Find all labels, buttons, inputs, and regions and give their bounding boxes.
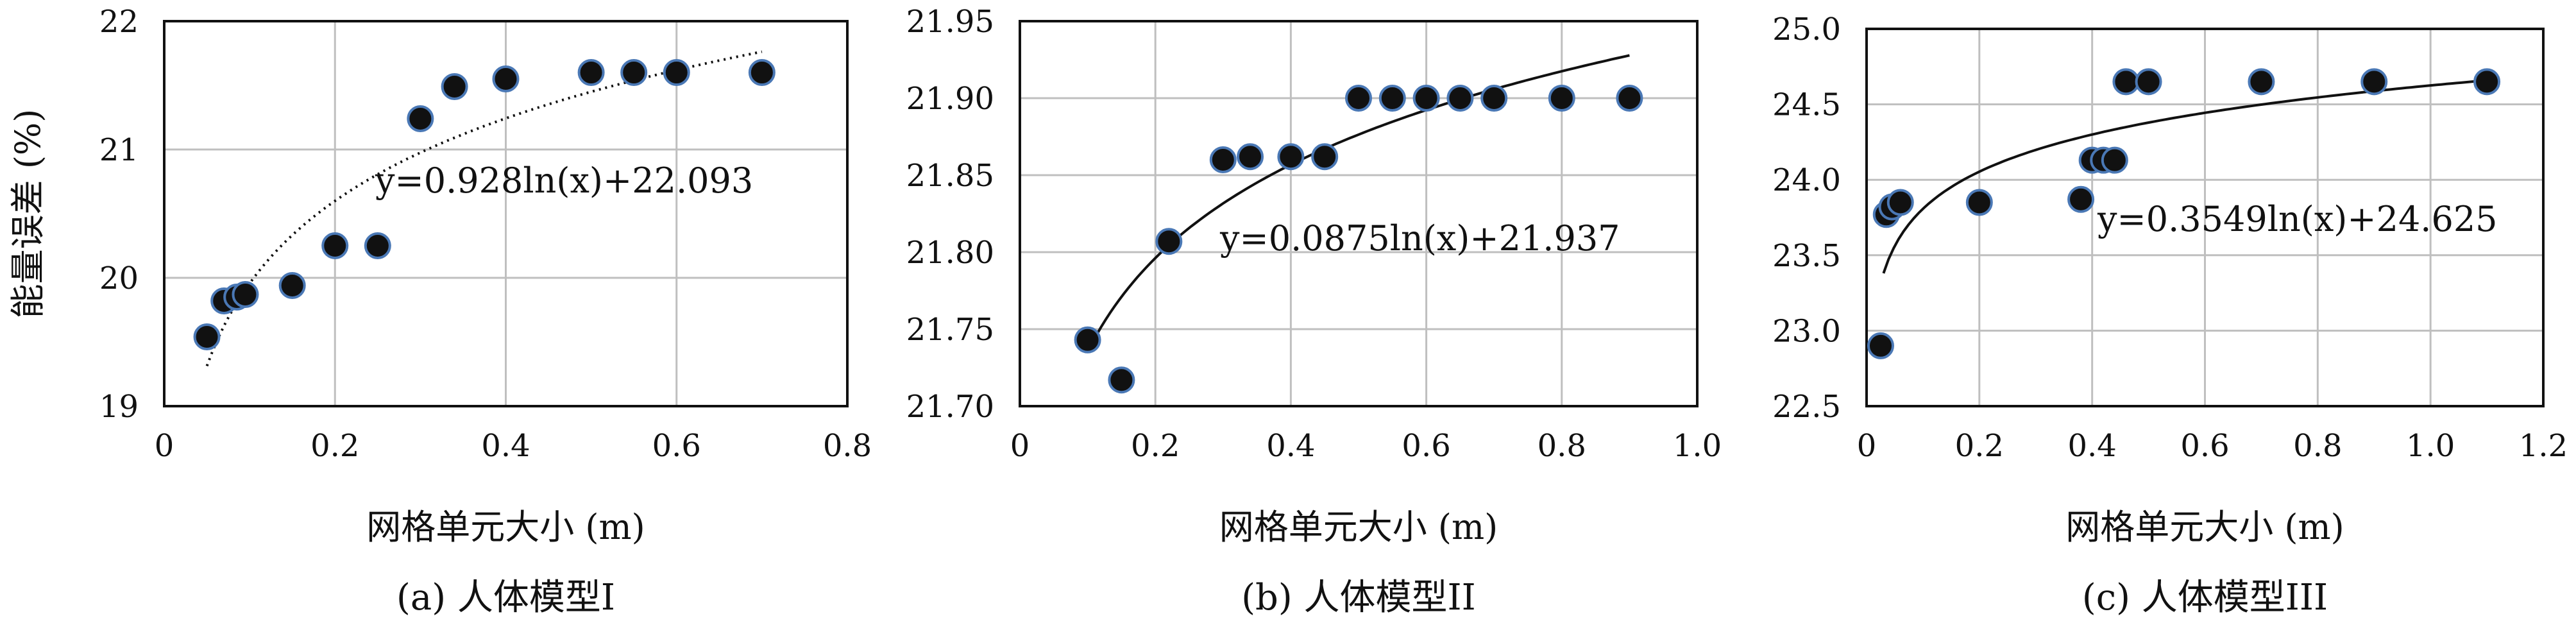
data-point	[1412, 85, 1440, 112]
chart-panel-3: 0 0.2 0.4 0.6 0.8 1.0 1.2 22.5 23.0 23.5 24.0 24.5 2…	[1772, 12, 2568, 619]
data-point	[1886, 189, 1914, 216]
chart-panel-1: 0 0.2 0.4 0.6 0.8 19 20 21 22 y=0.928ln(x)+22.093…	[8, 4, 872, 619]
x-tick-label: 0.8	[823, 428, 872, 464]
y-tick-label: 21.85	[906, 158, 994, 194]
data-point	[663, 59, 690, 86]
x-tick-label: 0.8	[2293, 428, 2342, 464]
data-point	[441, 73, 468, 100]
data-point	[492, 65, 520, 92]
y-tick-label: 23.0	[1772, 313, 1841, 349]
data-point	[232, 281, 259, 308]
data-point	[321, 232, 349, 259]
data-point	[1345, 85, 1372, 112]
data-point	[748, 59, 775, 86]
trendline-equation: y=0.928ln(x)+22.093	[375, 160, 753, 201]
x-tick-label: 0.4	[481, 428, 530, 464]
x-tick-label: 0.6	[652, 428, 701, 464]
data-point	[1548, 85, 1575, 112]
y-tick-label: 20	[99, 260, 139, 296]
x-axis-label: 网格单元大小 (m)	[1219, 507, 1498, 547]
data-point	[407, 105, 434, 132]
x-axis-label: 网格单元大小 (m)	[2065, 507, 2344, 547]
x-tick-label: 0.2	[1955, 428, 2004, 464]
data-point	[620, 59, 648, 86]
data-point	[1867, 332, 1894, 359]
data-point	[1108, 366, 1135, 394]
plot-frame	[1019, 20, 1699, 407]
x-tick-label: 0.2	[310, 428, 359, 464]
y-tick-label: 23.5	[1772, 238, 1841, 274]
x-tick-label: 1.2	[2519, 428, 2568, 464]
y-tick-label: 24.5	[1772, 87, 1841, 123]
x-tick-label: 0.4	[1266, 428, 1315, 464]
data-point	[1446, 85, 1474, 112]
y-tick-label: 21.90	[906, 81, 994, 117]
y-tick-label: 24.0	[1772, 162, 1841, 198]
x-tick-label: 0	[155, 428, 174, 464]
x-tick-label: 1.0	[1673, 428, 1722, 464]
trendline-equation: y=0.0875ln(x)+21.937	[1219, 218, 1620, 259]
plot-frame	[1865, 28, 2545, 407]
y-tick-label: 21	[99, 132, 139, 168]
y-tick-label: 21.95	[906, 4, 994, 40]
data-point	[1965, 189, 1993, 216]
data-point	[1616, 85, 1643, 112]
y-tick-label: 25.0	[1772, 12, 1841, 47]
data-point	[2248, 68, 2275, 96]
data-point	[1378, 85, 1406, 112]
y-axis-label: 能量误差 (%)	[8, 109, 48, 319]
x-axis-label: 网格单元大小 (m)	[366, 507, 645, 547]
data-point	[1237, 143, 1264, 171]
y-tick-label: 22	[99, 4, 139, 40]
data-point	[364, 232, 391, 259]
y-tick-label: 19	[99, 389, 139, 425]
data-point	[1074, 326, 1101, 354]
data-point	[2101, 146, 2128, 174]
data-point	[2473, 68, 2501, 96]
data-point	[2067, 185, 2095, 213]
panel-caption: (c) 人体模型III	[2082, 577, 2328, 619]
data-point	[2135, 68, 2162, 96]
trendline	[1882, 79, 2487, 274]
panel-caption: (a) 人体模型I	[396, 577, 615, 619]
x-tick-label: 1.0	[2406, 428, 2455, 464]
data-point	[1277, 143, 1305, 171]
chart-panel-2: 0 0.2 0.4 0.6 0.8 1.0 21.70 21.75 21.80 21.85 21.9…	[906, 4, 1722, 619]
data-point	[278, 272, 306, 299]
data-point	[577, 59, 605, 86]
data-point	[2112, 68, 2140, 96]
data-point	[193, 323, 221, 350]
trendline	[205, 50, 763, 367]
y-tick-label: 21.75	[906, 312, 994, 348]
plot-frame	[163, 20, 849, 407]
x-tick-label: 0.6	[2180, 428, 2229, 464]
x-tick-label: 0	[1857, 428, 1877, 464]
x-tick-label: 0.2	[1131, 428, 1180, 464]
x-tick-label: 0.6	[1402, 428, 1450, 464]
x-tick-label: 0.8	[1538, 428, 1586, 464]
data-point	[1155, 228, 1183, 255]
y-tick-label: 21.70	[906, 389, 994, 425]
data-point	[1480, 85, 1508, 112]
x-tick-label: 0.4	[2067, 428, 2116, 464]
panel-caption: (b) 人体模型II	[1241, 577, 1476, 619]
data-point	[1311, 143, 1339, 171]
data-point	[2360, 68, 2388, 96]
y-tick-label: 21.80	[906, 235, 994, 271]
x-tick-label: 0	[1010, 428, 1030, 464]
trendline-equation: y=0.3549ln(x)+24.625	[2097, 199, 2498, 239]
y-tick-label: 22.5	[1772, 389, 1841, 425]
data-point	[1209, 146, 1237, 173]
